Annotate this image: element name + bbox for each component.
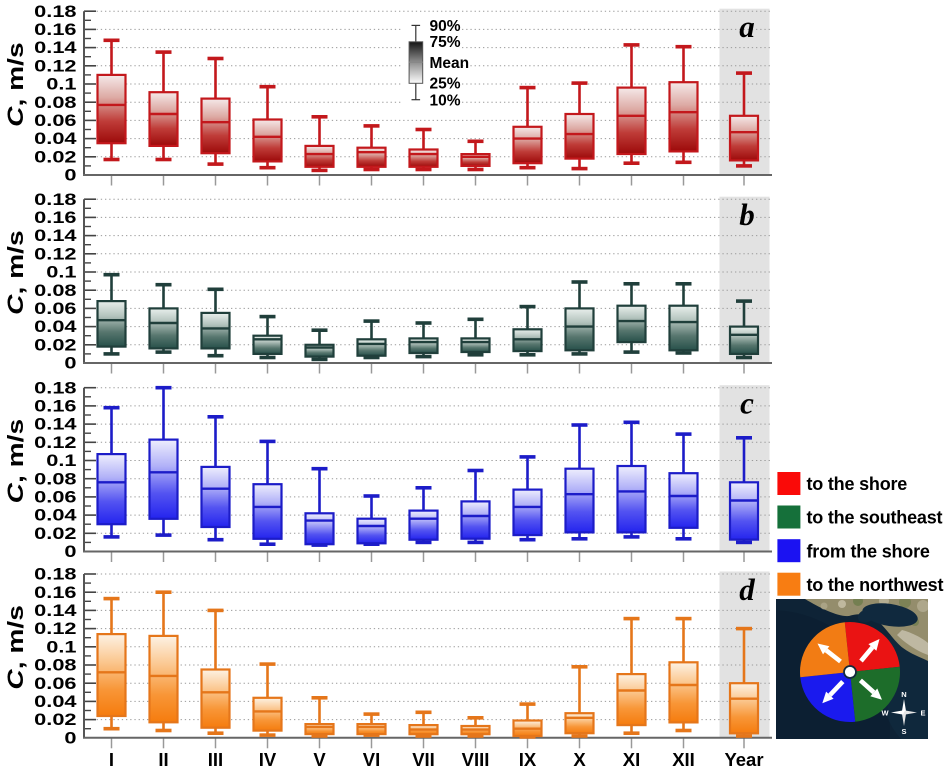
svg-text:Mean: Mean bbox=[430, 55, 470, 72]
svg-text:to the shore: to the shore bbox=[807, 474, 908, 494]
svg-text:25%: 25% bbox=[430, 76, 461, 93]
svg-text:C, m/s: C, m/s bbox=[4, 605, 28, 689]
svg-text:III: III bbox=[208, 749, 223, 770]
svg-text:IX: IX bbox=[519, 749, 537, 770]
svg-text:10%: 10% bbox=[430, 93, 461, 110]
svg-text:0.18: 0.18 bbox=[34, 380, 77, 398]
svg-text:0: 0 bbox=[64, 355, 76, 373]
svg-text:VIII: VIII bbox=[462, 749, 490, 770]
svg-text:0: 0 bbox=[64, 543, 76, 561]
svg-text:0.1: 0.1 bbox=[46, 452, 77, 470]
svg-text:C, m/s: C, m/s bbox=[4, 419, 28, 503]
svg-text:0.14: 0.14 bbox=[34, 40, 77, 58]
svg-text:VII: VII bbox=[412, 749, 435, 770]
svg-text:0.04: 0.04 bbox=[34, 693, 77, 711]
svg-text:0.08: 0.08 bbox=[34, 94, 77, 112]
svg-text:0.02: 0.02 bbox=[34, 149, 76, 167]
svg-text:0.12: 0.12 bbox=[34, 58, 76, 76]
svg-text:0.18: 0.18 bbox=[34, 191, 77, 209]
svg-text:0.06: 0.06 bbox=[34, 489, 77, 507]
svg-text:0: 0 bbox=[64, 730, 76, 748]
svg-text:C, m/s: C, m/s bbox=[4, 230, 28, 314]
svg-text:from the shore: from the shore bbox=[807, 541, 930, 561]
svg-text:to the southeast: to the southeast bbox=[807, 508, 943, 528]
svg-text:0.04: 0.04 bbox=[34, 319, 77, 337]
svg-text:C, m/s: C, m/s bbox=[4, 42, 28, 126]
svg-text:0.1: 0.1 bbox=[46, 264, 77, 282]
svg-text:II: II bbox=[158, 749, 168, 770]
svg-text:0.14: 0.14 bbox=[34, 602, 77, 620]
svg-text:c: c bbox=[740, 386, 754, 421]
svg-text:0.1: 0.1 bbox=[46, 76, 77, 94]
svg-text:0: 0 bbox=[64, 167, 76, 185]
svg-text:Year: Year bbox=[724, 749, 763, 770]
svg-text:0.08: 0.08 bbox=[34, 471, 77, 489]
svg-text:0.08: 0.08 bbox=[34, 657, 77, 675]
svg-text:I: I bbox=[109, 749, 114, 770]
svg-text:0.16: 0.16 bbox=[34, 209, 77, 227]
svg-text:S: S bbox=[901, 727, 906, 736]
svg-text:0.02: 0.02 bbox=[34, 525, 76, 543]
svg-text:0.06: 0.06 bbox=[34, 112, 77, 130]
svg-text:0.16: 0.16 bbox=[34, 398, 77, 416]
svg-text:0.02: 0.02 bbox=[34, 712, 76, 730]
svg-text:0.04: 0.04 bbox=[34, 131, 77, 149]
svg-text:0.18: 0.18 bbox=[34, 566, 77, 584]
svg-text:a: a bbox=[739, 9, 755, 44]
svg-text:0.16: 0.16 bbox=[34, 21, 77, 39]
svg-text:0.08: 0.08 bbox=[34, 282, 77, 300]
svg-text:d: d bbox=[739, 572, 755, 607]
svg-text:to the northwest: to the northwest bbox=[807, 575, 944, 595]
svg-text:0.18: 0.18 bbox=[34, 3, 77, 21]
svg-text:0.14: 0.14 bbox=[34, 228, 77, 246]
svg-text:V: V bbox=[313, 749, 326, 770]
svg-text:XI: XI bbox=[623, 749, 640, 770]
svg-text:0.06: 0.06 bbox=[34, 300, 77, 318]
svg-text:0.16: 0.16 bbox=[34, 584, 77, 602]
svg-text:X: X bbox=[573, 749, 586, 770]
svg-text:b: b bbox=[739, 197, 755, 232]
svg-text:0.12: 0.12 bbox=[34, 434, 76, 452]
svg-text:0.12: 0.12 bbox=[34, 246, 76, 264]
svg-text:VI: VI bbox=[363, 749, 380, 770]
svg-text:IV: IV bbox=[259, 749, 277, 770]
svg-text:W: W bbox=[881, 708, 889, 717]
svg-text:0.04: 0.04 bbox=[34, 507, 77, 525]
svg-text:0.12: 0.12 bbox=[34, 621, 76, 639]
svg-text:XII: XII bbox=[672, 749, 695, 770]
svg-text:90%: 90% bbox=[430, 18, 461, 35]
svg-text:E: E bbox=[920, 708, 925, 717]
svg-text:0.1: 0.1 bbox=[46, 639, 77, 657]
svg-text:0.06: 0.06 bbox=[34, 675, 77, 693]
svg-text:N: N bbox=[901, 690, 906, 699]
svg-text:75%: 75% bbox=[430, 34, 461, 51]
svg-text:0.14: 0.14 bbox=[34, 416, 77, 434]
svg-text:0.02: 0.02 bbox=[34, 337, 76, 355]
